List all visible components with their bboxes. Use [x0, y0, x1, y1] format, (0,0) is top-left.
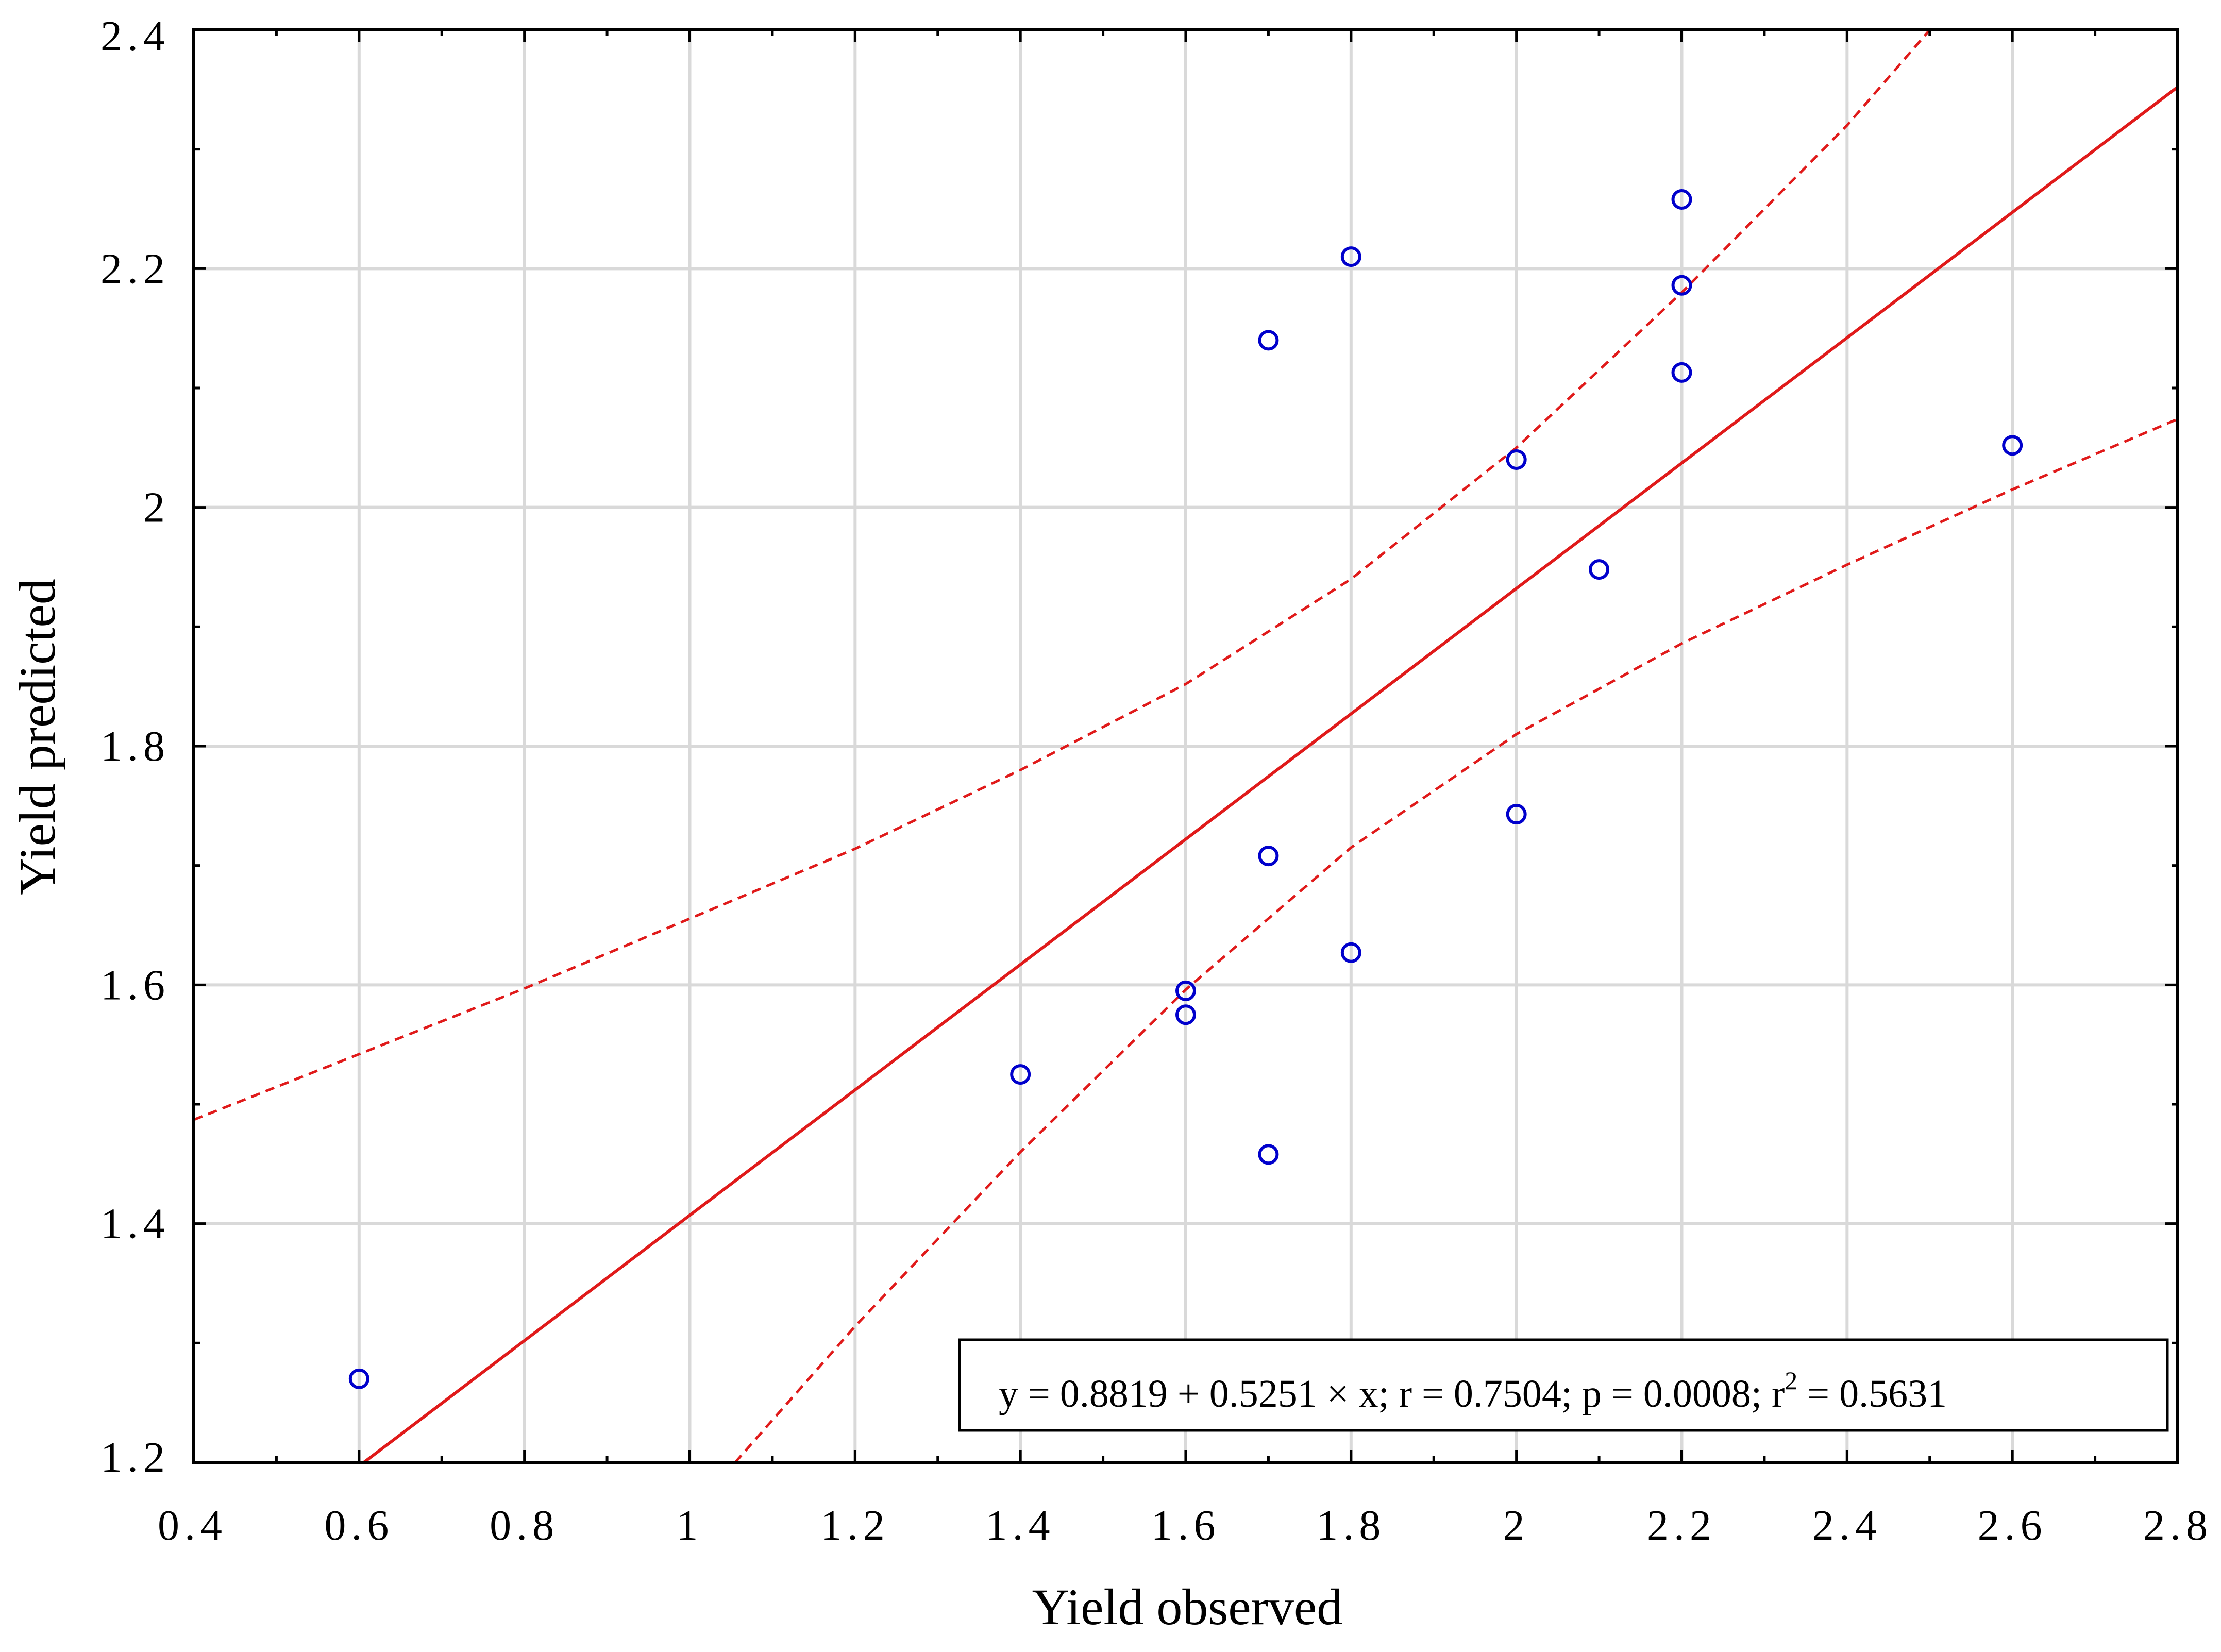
x-tick-label-3: 1 — [677, 1502, 703, 1549]
data-point-9 — [1506, 804, 1527, 825]
x-tick-label-8: 2 — [1503, 1502, 1530, 1549]
x-tick-label-11: 2.6 — [1978, 1502, 2047, 1549]
data-point-3 — [1175, 1004, 1196, 1025]
equation-main: y = 0.8819 + 0.5251 × x; r = 0.7504; p =… — [999, 1372, 1785, 1415]
y-axis-ticks: 1.2 1.4 1.6 1.8 2 2.2 2.4 — [100, 12, 2178, 1481]
data-point-13 — [1671, 275, 1692, 296]
confidence-band-upper — [194, 30, 1931, 1121]
x-tick-label-10: 2.4 — [1812, 1502, 1882, 1549]
data-point-4 — [1258, 1144, 1279, 1165]
x-tick-label-9: 2.2 — [1647, 1502, 1717, 1549]
data-point-11 — [1589, 559, 1610, 580]
y-tick-label-0: 1.2 — [100, 1434, 170, 1481]
data-point-6 — [1258, 330, 1279, 351]
confidence-band-lower — [734, 417, 2178, 1462]
regression-line — [363, 86, 2178, 1462]
data-point-12 — [1671, 189, 1692, 210]
data-point-8 — [1340, 246, 1361, 267]
data-point-7 — [1340, 942, 1361, 963]
data-point-1 — [1010, 1064, 1031, 1085]
y-tick-label-4: 2 — [143, 484, 170, 532]
x-tick-label-6: 1.6 — [1151, 1502, 1221, 1549]
confidence-bands — [194, 30, 2178, 1462]
data-point-2 — [1175, 980, 1196, 1001]
x-tick-label-4: 1.2 — [820, 1502, 890, 1549]
x-tick-label-12: 2.8 — [2143, 1502, 2213, 1549]
x-tick-label-7: 1.8 — [1316, 1502, 1386, 1549]
y-tick-label-3: 1.8 — [100, 722, 170, 770]
x-axis-label: Yield observed — [1032, 1578, 1343, 1636]
equation-box-border — [958, 1338, 2169, 1432]
x-tick-label-5: 1.4 — [986, 1502, 1055, 1549]
regression-line-group — [363, 86, 2178, 1462]
y-tick-label-5: 2.2 — [100, 245, 170, 293]
data-point-14 — [1671, 362, 1692, 383]
x-tick-label-0: 0.4 — [158, 1502, 227, 1549]
data-points — [348, 189, 2023, 1389]
equation-box: y = 0.8819 + 0.5251 × x; r = 0.7504; p =… — [958, 1338, 2169, 1432]
data-point-5 — [1258, 846, 1279, 867]
x-axis-ticks: 0.4 0.6 0.8 1 1.2 1.4 1.6 1.8 2 2.2 2.4 2.6 2.8 — [158, 30, 2213, 1549]
x-tick-label-2: 0.8 — [490, 1502, 559, 1549]
y-tick-label-2: 1.6 — [100, 961, 170, 1009]
grid-lines — [194, 30, 2178, 1462]
data-point-0 — [348, 1368, 369, 1389]
equation-r2-exponent: 2 — [1785, 1366, 1797, 1395]
data-point-15 — [2002, 435, 2023, 456]
x-tick-label-1: 0.6 — [324, 1502, 394, 1549]
y-tick-label-1: 1.4 — [100, 1200, 170, 1248]
equation-r2-value: = 0.5631 — [1797, 1372, 1947, 1415]
y-tick-label-6: 2.4 — [100, 12, 170, 60]
equation-text: y = 0.8819 + 0.5251 × x; r = 0.7504; p =… — [999, 1366, 1947, 1415]
y-axis-label: Yield predicted — [9, 579, 66, 895]
data-point-10 — [1506, 449, 1527, 470]
